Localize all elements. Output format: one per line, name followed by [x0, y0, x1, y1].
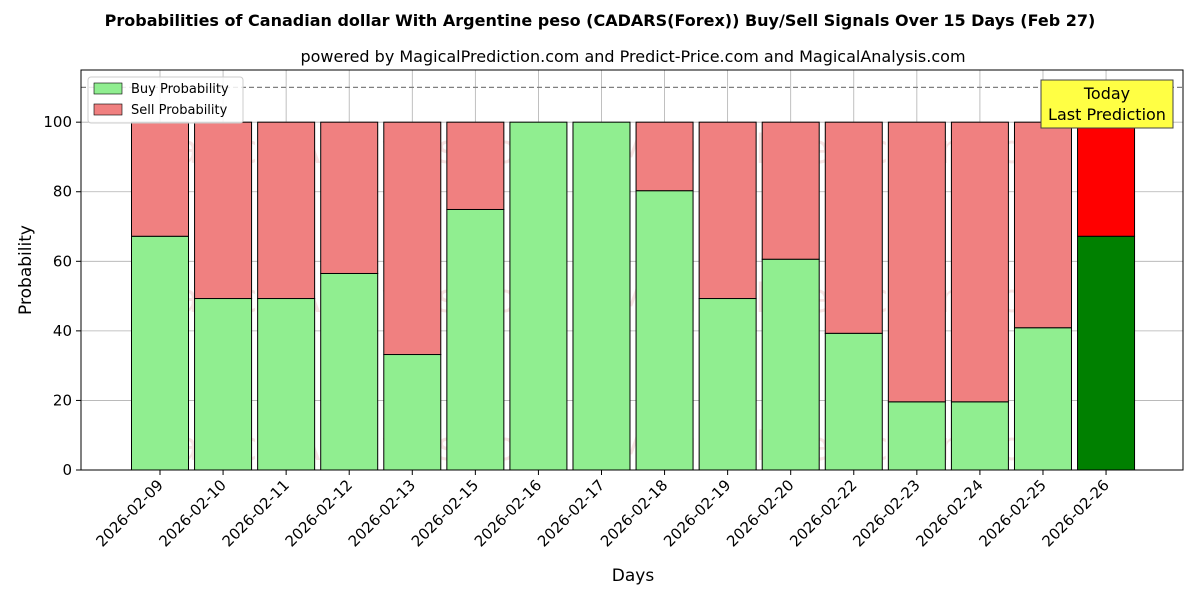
sell-bar: [698, 121, 757, 300]
buy-bar: [446, 208, 505, 471]
x-tick-label: 2026-02-09: [92, 476, 166, 550]
x-tick-label: 2026-02-17: [534, 476, 608, 550]
sell-bar: [131, 121, 189, 237]
x-tick-label: 2026-02-20: [723, 476, 797, 550]
buy-bar: [383, 354, 442, 471]
buy-bar: [131, 235, 189, 471]
today-annotation: Today Last Prediction: [1040, 79, 1174, 129]
plot-frame: [80, 69, 1184, 471]
legend-sell-label: Sell Probability: [131, 103, 228, 118]
sell-bar: [950, 121, 1009, 403]
x-tick-label: 2026-02-11: [219, 476, 293, 550]
x-axis: 2026-02-092026-02-102026-02-112026-02-12…: [92, 470, 1113, 550]
buy-bar: [824, 332, 883, 471]
buy-bar: [1013, 327, 1072, 471]
y-axis: 0 20 40 60 80 100: [43, 113, 81, 479]
x-tick-label: 2026-02-15: [408, 476, 482, 550]
sell-bar: [194, 121, 253, 300]
sell-bar: [383, 121, 442, 356]
y-tick-label: 80: [53, 183, 72, 201]
sell-bar: [635, 121, 694, 192]
sell-bar: [446, 121, 505, 210]
y-tick-label: 60: [53, 252, 72, 270]
x-tick-label: 2026-02-13: [345, 476, 419, 550]
buy-bar: [509, 121, 568, 471]
sell-bar: [257, 121, 316, 300]
y-tick-label: 100: [43, 113, 72, 131]
buy-bar: [698, 298, 757, 471]
x-tick-label: 2026-02-18: [597, 476, 671, 550]
x-tick-label: 2026-02-22: [786, 476, 860, 550]
y-tick-label: 20: [53, 391, 72, 409]
chart-title: Probabilities of Canadian dollar With Ar…: [105, 11, 1096, 30]
legend: Buy Probability Sell Probability: [87, 76, 244, 124]
buy-bar: [1077, 235, 1136, 471]
buy-bar: [320, 272, 379, 471]
legend-buy-swatch: [93, 82, 123, 95]
x-tick-label: 2026-02-26: [1038, 476, 1112, 550]
buy-bar: [572, 121, 631, 471]
x-tick-label: 2026-02-19: [660, 476, 734, 550]
legend-sell-swatch: [93, 103, 123, 116]
annotation-line-2: Last Prediction: [1048, 105, 1166, 124]
sell-bar: [1077, 121, 1136, 237]
x-tick-label: 2026-02-16: [471, 476, 545, 550]
buy-bar: [887, 401, 946, 471]
sell-bar: [1013, 121, 1072, 329]
legend-frame: [87, 76, 244, 124]
sell-bar: [824, 121, 883, 334]
x-tick-label: 2026-02-24: [912, 476, 986, 550]
y-tick-label: 0: [62, 461, 72, 479]
x-tick-label: 2026-02-12: [282, 476, 356, 550]
x-axis-label: Days: [612, 566, 655, 586]
buy-bar: [635, 190, 694, 471]
buy-bar: [950, 401, 1009, 471]
x-tick-label: 2026-02-25: [975, 476, 1049, 550]
sell-bar: [761, 121, 820, 260]
annotation-line-1: Today: [1083, 84, 1130, 103]
buy-bar: [194, 298, 253, 471]
y-tick-label: 40: [53, 322, 72, 340]
x-tick-label: 2026-02-23: [849, 476, 923, 550]
chart-subtitle: powered by MagicalPrediction.com and Pre…: [300, 47, 965, 66]
bar-layer: [131, 121, 1136, 471]
y-axis-label: Probability: [16, 225, 36, 315]
buy-bar: [257, 298, 316, 471]
buy-bar: [761, 258, 820, 471]
annotation-box: [1040, 79, 1174, 129]
legend-buy-label: Buy Probability: [131, 82, 229, 97]
sell-bar: [887, 121, 946, 403]
x-tick-label: 2026-02-10: [156, 476, 230, 550]
sell-bar: [320, 121, 379, 274]
